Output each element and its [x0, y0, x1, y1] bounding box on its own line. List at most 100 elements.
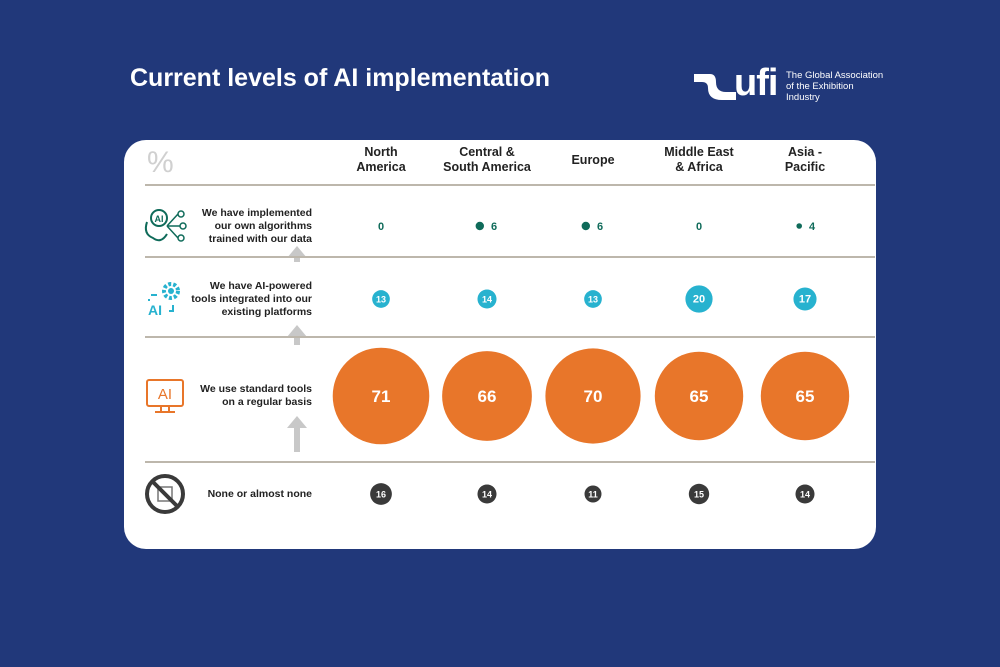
column-header-line: North [364, 145, 398, 159]
data-label: 14 [482, 295, 492, 305]
column-header: North America [326, 145, 436, 175]
row-label: We have AI-powered tools integrated into … [162, 280, 312, 319]
data-label: 4 [809, 221, 816, 233]
row-divider [145, 184, 875, 186]
bubble-mark [370, 483, 392, 505]
ai-monitor-icon: AI [146, 379, 184, 413]
ufi-logo: ufi The Global Association of the Exhibi… [692, 62, 892, 104]
column-header-line: Central & [459, 145, 515, 159]
data-label: 13 [588, 295, 598, 305]
bubble-mark [654, 351, 744, 441]
data-label: 14 [482, 490, 492, 500]
data-bubble: 65 [654, 351, 744, 441]
logo-tagline: The Global Association of the Exhibition… [786, 70, 884, 103]
data-label: 65 [690, 387, 709, 406]
up-arrow-icon [287, 325, 307, 345]
data-label: 16 [376, 490, 386, 500]
ai-gear-icon: AI [148, 282, 180, 318]
bubble-mark [796, 223, 802, 229]
svg-text:AI: AI [148, 302, 162, 318]
data-bubble: 4 [796, 221, 816, 233]
data-label: 71 [372, 387, 391, 406]
column-header-line: Middle East [664, 145, 734, 159]
column-header: Asia - Pacific [750, 145, 860, 175]
data-bubble: 13 [584, 290, 602, 308]
data-bubble: 6 [581, 221, 603, 233]
bubble-mark [477, 484, 497, 504]
unit-label: % [147, 146, 174, 179]
page-title: Current levels of AI implementation [130, 64, 550, 92]
data-bubble: 14 [795, 484, 815, 504]
up-arrow-icon [287, 246, 307, 262]
data-bubble: 65 [760, 351, 850, 441]
row-label-line: on a regular basis [222, 396, 312, 408]
bubble-mark [760, 351, 850, 441]
bubble-mark [477, 289, 497, 309]
data-label: 66 [478, 387, 497, 406]
row-label-line: existing platforms [221, 305, 312, 318]
column-header-line: Pacific [784, 160, 826, 174]
data-bubble: 16 [370, 483, 392, 505]
data-label: 13 [376, 295, 386, 305]
row-label-line: tools integrated into our [191, 292, 312, 305]
row-label-line: We have implemented [201, 206, 312, 219]
svg-text:AI: AI [155, 214, 164, 224]
bubble-mark [688, 483, 710, 505]
data-bubble: 14 [477, 484, 497, 504]
bubble-mark [332, 347, 430, 445]
row-label-line: our own algorithms [214, 219, 312, 232]
row-divider [145, 256, 875, 258]
logo-word: ufi [734, 62, 778, 104]
data-bubble: 11 [584, 485, 602, 503]
row-label: We use standard tools on a regular basis [162, 383, 312, 409]
column-header: Central & South America [432, 145, 542, 175]
data-label: 70 [584, 387, 603, 406]
data-label: 17 [799, 294, 811, 306]
data-label: 0 [696, 221, 702, 233]
row-label-line: We use standard tools [200, 383, 312, 395]
bubble-mark [442, 351, 532, 441]
data-label: 0 [378, 221, 384, 233]
data-bubble: 0 [696, 221, 702, 233]
bubble-mark [581, 221, 590, 231]
data-bubble: 14 [477, 289, 497, 309]
data-label: 15 [694, 490, 704, 500]
data-bubble: 20 [685, 285, 713, 313]
bubble-mark [545, 348, 641, 444]
row-label: None or almost none [162, 488, 312, 501]
row-label: We have implemented our own algorithms tra… [162, 207, 312, 246]
column-header-line: Europe [571, 153, 615, 167]
chart-card [124, 140, 876, 549]
data-bubble: 66 [442, 351, 532, 441]
bubble-mark [685, 285, 713, 313]
column-header: Europe [538, 153, 648, 168]
column-header-line: America [356, 160, 406, 174]
ufi-logo-mark-icon [694, 74, 736, 100]
row-label-line: None or almost none [207, 487, 312, 500]
svg-text:AI: AI [158, 386, 172, 403]
row-label-line: trained with our data [208, 232, 312, 245]
column-header-line: South America [443, 160, 531, 174]
data-label: 11 [588, 490, 598, 500]
column-header-line: & Africa [675, 160, 723, 174]
data-label: 6 [491, 221, 497, 233]
column-header-line: Asia - [787, 145, 823, 159]
data-bubble: 0 [378, 221, 384, 233]
column-header: Middle East & Africa [644, 145, 754, 175]
brain-network-icon: AI [144, 209, 187, 242]
up-arrow-icon [287, 416, 307, 452]
row-divider [145, 336, 875, 338]
data-bubble: 6 [475, 221, 497, 233]
bubble-mark [584, 485, 602, 503]
bubble-mark [584, 290, 602, 308]
no-chip-icon [145, 474, 185, 514]
data-bubble: 71 [332, 347, 430, 445]
data-bubble: 70 [545, 348, 641, 444]
data-bubble: 15 [688, 483, 710, 505]
bubble-mark [372, 290, 390, 308]
row-divider [145, 461, 875, 463]
bubble-mark [475, 221, 484, 231]
data-label: 20 [693, 294, 705, 306]
data-label: 65 [796, 387, 815, 406]
